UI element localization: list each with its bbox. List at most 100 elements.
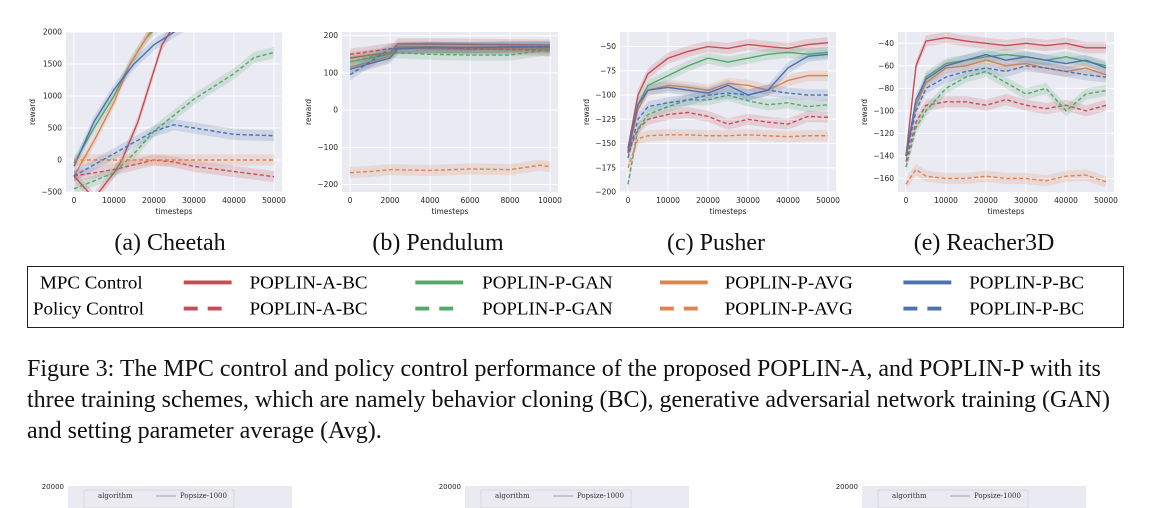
y-tick-label: −80: [878, 84, 894, 93]
x-tick-label: 10000: [934, 196, 958, 205]
x-axis-label: timesteps: [431, 207, 468, 216]
plot-area: [620, 32, 836, 192]
band-poplin-p-avg-policy-control: [628, 129, 828, 174]
line-poplin-p-avg-policy-control: [627, 134, 828, 168]
y-tick-label: −125: [595, 115, 616, 124]
y-tick-label: −500: [41, 188, 62, 197]
y-tick-label: −100: [317, 143, 338, 152]
bottom-legend-entry: Popsize-1000: [974, 492, 1021, 500]
band-poplin-p-gan-policy-control: [906, 65, 1106, 173]
band-poplin-a-bc-mpc-control: [906, 32, 1106, 162]
x-tick-label: 0: [72, 196, 77, 205]
bottom-svg-0: 20000 algorithm Popsize-1000: [42, 483, 292, 508]
band-poplin-a-bc-mpc-control: [628, 37, 828, 154]
x-tick-label: 40000: [1054, 196, 1078, 205]
bottom-legend-entry: Popsize-1000: [180, 492, 227, 500]
x-tick-label: 8000: [500, 196, 519, 205]
band-poplin-p-avg-mpc-control: [628, 70, 828, 159]
line-poplin-a-bc-mpc-control: [349, 43, 551, 59]
line-poplin-p-gan-policy-control: [73, 51, 275, 190]
legend-row-mpc: MPC Control: [40, 273, 143, 294]
band-poplin-p-gan-mpc-control: [628, 46, 828, 159]
series-group: [349, 38, 551, 179]
x-tick-label: 20000: [142, 196, 166, 205]
line-poplin-a-bc-policy-control: [905, 98, 1107, 162]
x-tick-label: 4000: [420, 196, 439, 205]
line-poplin-p-bc-policy-control: [905, 65, 1107, 157]
subcaption-reacher3d: (e) Reacher3D: [913, 230, 1055, 256]
legend-label-p-avg-policy: POPLIN-P-AVG: [725, 299, 853, 320]
x-axis-label: timesteps: [155, 207, 192, 216]
line-poplin-a-bc-mpc-control: [905, 36, 1106, 157]
x-tick-label: 50000: [816, 196, 840, 205]
band-poplin-a-bc-policy-control: [74, 154, 274, 183]
band-poplin-p-avg-mpc-control: [906, 54, 1106, 162]
band-poplin-p-gan-policy-control: [74, 46, 274, 192]
y-tick-label: −140: [873, 151, 894, 160]
bottom-y-tick-label: 20000: [836, 483, 858, 491]
bottom-panel-middle: 20000 algorithm Popsize-1000: [427, 478, 689, 508]
x-tick-label: 0: [626, 196, 631, 205]
legend-row-policy: Policy Control: [33, 299, 144, 320]
legend-label-a-bc-policy: POPLIN-A-BC: [250, 299, 368, 320]
chart-svg-2: 0 10000 20000 30000 40000 50000 −200 −175 −150 −1…: [582, 32, 840, 216]
legend-svg: MPC Control Policy Control POPLIN-A-BC P…: [33, 273, 1084, 320]
y-tick-label: −100: [595, 91, 616, 100]
y-tick-label: −75: [600, 66, 616, 75]
y-tick-label: 0: [333, 106, 338, 115]
x-tick-label: 30000: [182, 196, 206, 205]
y-tick-label: 200: [324, 31, 339, 40]
line-poplin-p-bc-policy-control: [627, 89, 828, 159]
line-poplin-p-gan-mpc-control: [627, 51, 829, 154]
band-poplin-p-bc-policy-control: [628, 84, 828, 164]
legend-label-p-bc-mpc: POPLIN-P-BC: [969, 273, 1084, 294]
pusher-chart: 0 10000 20000 30000 40000 50000 −200 −175 −150 −1…: [580, 28, 842, 228]
line-poplin-a-bc-policy-control: [627, 111, 829, 154]
plot-area: [898, 32, 1114, 192]
reacher3d-chart: 0 10000 20000 30000 40000 50000 −160 −140 −120 −1…: [858, 28, 1120, 228]
legend-label-p-gan-policy: POPLIN-P-GAN: [482, 299, 613, 320]
line-poplin-p-bc-mpc-control: [73, 32, 176, 167]
legend-label-p-bc-policy: POPLIN-P-BC: [969, 299, 1084, 320]
x-tick-label: 40000: [222, 196, 246, 205]
x-tick-label: 2000: [380, 196, 399, 205]
series-group: [73, 32, 275, 192]
chart-svg-0: 0 10000 20000 30000 40000 50000 −500 0 500 1000 15…: [28, 28, 286, 216]
x-tick-label: 10000: [538, 196, 562, 205]
line-poplin-p-bc-mpc-control: [627, 53, 829, 152]
band-poplin-p-avg-mpc-control: [74, 32, 154, 182]
y-tick-label: −50: [600, 42, 616, 51]
y-tick-label: −60: [878, 61, 894, 70]
x-axis-label: timesteps: [987, 207, 1024, 216]
y-tick-label: −100: [873, 106, 894, 115]
y-tick-label: −120: [873, 129, 894, 138]
line-poplin-p-gan-policy-control: [905, 70, 1107, 168]
band-poplin-a-bc-policy-control: [906, 94, 1106, 168]
series-group: [905, 32, 1107, 190]
y-tick-label: −40: [878, 39, 894, 48]
chart-svg-3: 0 10000 20000 30000 40000 50000 −160 −140 −120 −1…: [860, 32, 1118, 216]
plot-area: [342, 32, 558, 192]
figure-caption: Figure 3: The MPC control and policy con…: [27, 356, 1110, 444]
bottom-legend-title: algorithm: [98, 492, 133, 500]
y-tick-label: −150: [595, 139, 616, 148]
y-tick-label: −200: [317, 180, 338, 189]
line-poplin-p-gan-policy-control: [627, 94, 829, 185]
bottom-svg-1: 20000 algorithm Popsize-1000: [439, 483, 689, 508]
y-axis-label: reward: [28, 99, 37, 125]
line-poplin-a-bc-policy-control: [73, 159, 275, 178]
y-tick-label: −175: [595, 163, 616, 172]
bottom-y-tick-label: 20000: [42, 483, 64, 491]
x-tick-label: 50000: [262, 196, 286, 205]
band-poplin-p-avg-policy-control: [906, 163, 1106, 190]
y-tick-label: 500: [48, 124, 63, 133]
legend-label-p-gan-mpc: POPLIN-P-GAN: [482, 273, 613, 294]
band-poplin-p-bc-policy-control: [74, 119, 274, 182]
band-poplin-a-bc-mpc-control: [74, 32, 174, 192]
y-tick-label: 0: [57, 156, 62, 165]
bottom-legend-entry: Popsize-1000: [577, 492, 624, 500]
y-tick-label: 1500: [43, 60, 62, 69]
band-poplin-p-gan-policy-control: [350, 45, 550, 68]
bottom-legend-title: algorithm: [892, 492, 927, 500]
bottom-legend-title: algorithm: [495, 492, 530, 500]
